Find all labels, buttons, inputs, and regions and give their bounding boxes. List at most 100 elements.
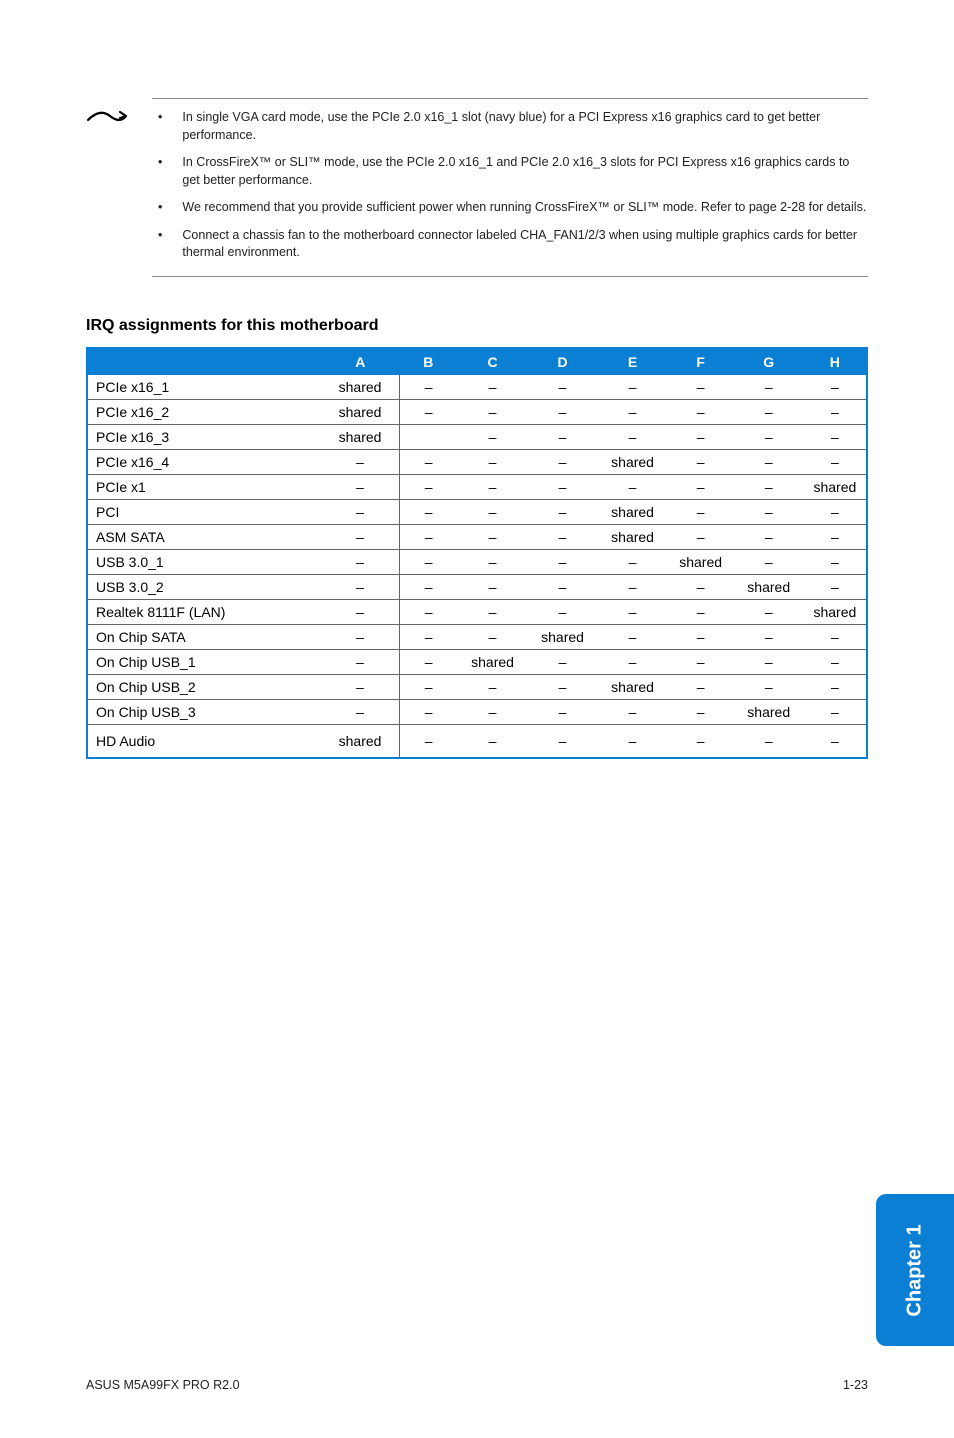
table-cell: – — [598, 375, 668, 400]
table-cell: – — [734, 549, 804, 574]
table-cell: – — [668, 574, 734, 599]
table-cell: – — [528, 649, 598, 674]
table-cell: – — [598, 599, 668, 624]
table-cell: – — [399, 724, 457, 757]
table-cell: – — [528, 574, 598, 599]
table-row: ASM SATA––––shared––– — [88, 524, 866, 549]
note-list: •In single VGA card mode, use the PCIe 2… — [152, 109, 868, 262]
table-cell: – — [734, 499, 804, 524]
table-cell: – — [734, 524, 804, 549]
table-cell: – — [528, 449, 598, 474]
row-label: On Chip SATA — [88, 624, 321, 649]
table-cell: – — [804, 424, 866, 449]
table-header-cell: F — [668, 349, 734, 375]
table-cell: – — [598, 649, 668, 674]
note-text: We recommend that you provide sufficient… — [182, 199, 866, 217]
table-cell: – — [804, 524, 866, 549]
table-cell: – — [321, 499, 399, 524]
table-cell: – — [598, 399, 668, 424]
row-label: On Chip USB_3 — [88, 699, 321, 724]
table-cell: shared — [598, 449, 668, 474]
table-cell: – — [804, 375, 866, 400]
table-cell: – — [321, 699, 399, 724]
table-row: PCI––––shared––– — [88, 499, 866, 524]
table-cell: – — [399, 399, 457, 424]
table-cell: shared — [321, 424, 399, 449]
table-cell: – — [458, 499, 528, 524]
table-cell: – — [321, 674, 399, 699]
table-cell: – — [528, 674, 598, 699]
table-cell: – — [399, 499, 457, 524]
row-label: PCIe x16_1 — [88, 375, 321, 400]
table-cell: – — [598, 424, 668, 449]
table-cell: – — [399, 549, 457, 574]
table-cell: – — [734, 474, 804, 499]
table-cell: shared — [598, 524, 668, 549]
table-cell: shared — [321, 399, 399, 424]
table-cell: – — [458, 624, 528, 649]
table-cell: – — [458, 399, 528, 424]
table-row: PCIe x16_3shared–––––– — [88, 424, 866, 449]
row-label: PCIe x16_4 — [88, 449, 321, 474]
table-cell: shared — [668, 549, 734, 574]
table-cell: – — [321, 549, 399, 574]
table-cell: – — [734, 599, 804, 624]
table-cell: – — [399, 474, 457, 499]
page-footer: ASUS M5A99FX PRO R2.0 1-23 — [86, 1378, 868, 1392]
table-cell: – — [668, 399, 734, 424]
table-header-cell: A — [321, 349, 399, 375]
table-cell: – — [598, 699, 668, 724]
table-row: On Chip USB_2––––shared––– — [88, 674, 866, 699]
note-item: • We recommend that you provide sufficien… — [152, 199, 868, 217]
table-cell: – — [668, 649, 734, 674]
table-cell: – — [598, 549, 668, 574]
table-cell: – — [458, 574, 528, 599]
table-cell: – — [321, 649, 399, 674]
table-cell: – — [804, 499, 866, 524]
table-cell: – — [804, 399, 866, 424]
note-item: •In single VGA card mode, use the PCIe 2… — [152, 109, 868, 144]
table-cell: – — [399, 599, 457, 624]
table-header-cell: D — [528, 349, 598, 375]
row-label: HD Audio — [88, 724, 321, 757]
table-cell: – — [458, 524, 528, 549]
table-cell: – — [528, 375, 598, 400]
table-cell: – — [399, 524, 457, 549]
table-cell: – — [528, 549, 598, 574]
table-cell: – — [804, 624, 866, 649]
table-cell: – — [528, 524, 598, 549]
table-cell: – — [528, 499, 598, 524]
table-cell: – — [734, 399, 804, 424]
table-cell: – — [668, 375, 734, 400]
table-row: PCIe x16_4––––shared––– — [88, 449, 866, 474]
table-cell — [399, 424, 457, 449]
table-cell: – — [804, 674, 866, 699]
row-label: Realtek 8111F (LAN) — [88, 599, 321, 624]
table-cell: – — [668, 424, 734, 449]
chapter-side-label: Chapter 1 — [904, 1224, 927, 1316]
table-cell: – — [668, 599, 734, 624]
table-cell: – — [458, 599, 528, 624]
table-cell: – — [668, 449, 734, 474]
table-cell: – — [458, 375, 528, 400]
table-cell: – — [804, 724, 866, 757]
note-text: In CrossFireX™ or SLI™ mode, use the PCI… — [182, 154, 868, 189]
row-label: USB 3.0_2 — [88, 574, 321, 599]
note-icon — [86, 106, 128, 136]
table-cell: – — [458, 699, 528, 724]
table-cell: – — [804, 449, 866, 474]
table-header-cell: B — [399, 349, 457, 375]
table-cell: shared — [321, 724, 399, 757]
table-cell: – — [668, 624, 734, 649]
table-row: On Chip SATA–––shared–––– — [88, 624, 866, 649]
table-cell: – — [668, 674, 734, 699]
table-cell: – — [321, 474, 399, 499]
table-cell: – — [668, 699, 734, 724]
bullet-icon: • — [158, 199, 162, 217]
table-cell: – — [458, 424, 528, 449]
table-header-cell: H — [804, 349, 866, 375]
row-label: ASM SATA — [88, 524, 321, 549]
table-cell: – — [734, 674, 804, 699]
table-cell: – — [528, 724, 598, 757]
table-cell: – — [598, 624, 668, 649]
